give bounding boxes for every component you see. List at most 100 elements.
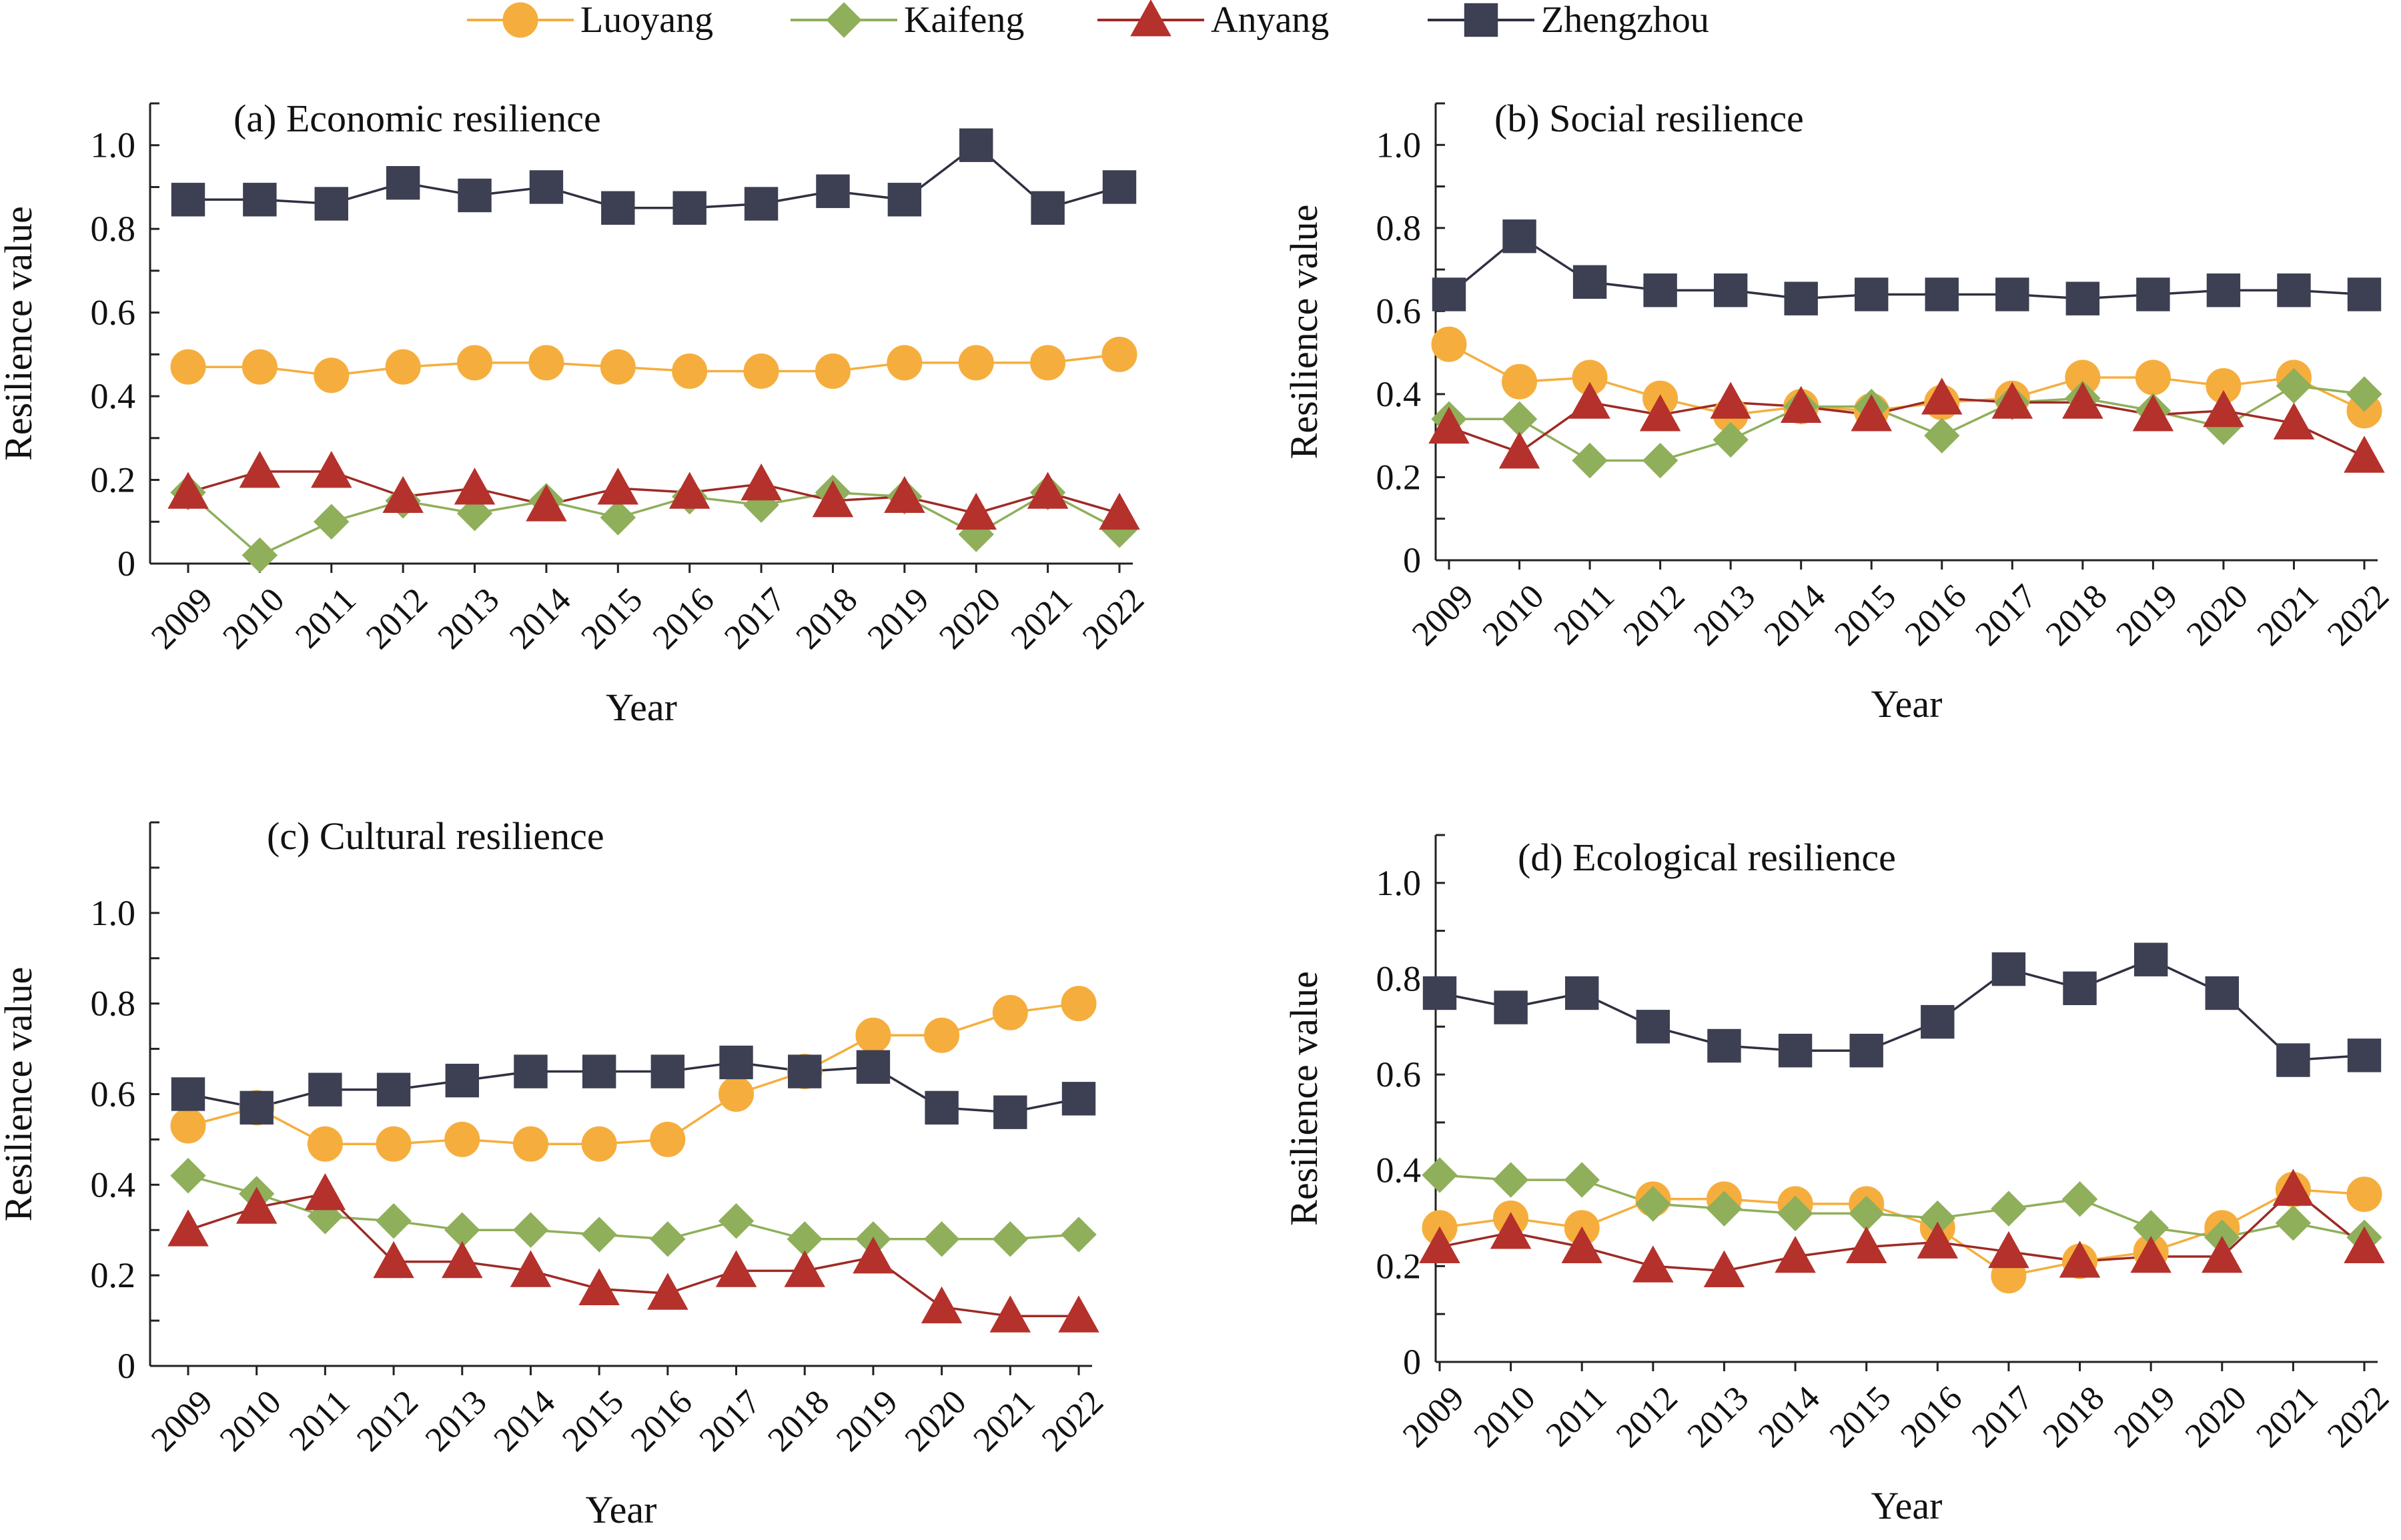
data-point-zhengzhou xyxy=(719,1045,753,1080)
data-point-zhengzhou xyxy=(2347,277,2382,311)
series-points-zhengzhou xyxy=(171,1045,1096,1129)
data-point-zhengzhou xyxy=(1494,990,1528,1024)
data-point-anyang xyxy=(668,472,710,509)
data-point-luoyang xyxy=(385,349,421,385)
data-point-anyang xyxy=(2344,1226,2385,1264)
data-point-zhengzhou xyxy=(171,1077,205,1111)
data-point-zhengzhou xyxy=(925,1090,959,1125)
data-point-anyang xyxy=(1703,1250,1745,1287)
data-point-anyang xyxy=(1419,1226,1460,1264)
data-point-zhengzhou xyxy=(2206,273,2241,307)
data-point-kaifeng xyxy=(2061,1181,2098,1217)
x-tick-label: 2019 xyxy=(861,581,937,657)
y-tick-label: 0 xyxy=(117,1346,135,1386)
x-tick-label: 2009 xyxy=(1396,1379,1472,1455)
x-tick-label: 2022 xyxy=(2320,578,2396,654)
x-tick-label: 2014 xyxy=(502,581,578,657)
data-point-zhengzhou xyxy=(582,1054,616,1088)
x-axis-label: Year xyxy=(586,1488,657,1531)
legend-item-luoyang: Luoyang xyxy=(467,0,713,41)
x-tick-label: 2019 xyxy=(2107,1379,2183,1455)
data-point-anyang xyxy=(235,1187,278,1224)
data-point-anyang xyxy=(1917,1221,1959,1259)
data-point-zhengzhou xyxy=(993,1095,1027,1129)
y-tick-label: 0.8 xyxy=(91,984,136,1024)
data-point-luoyang xyxy=(718,1076,755,1112)
legend-marker-zhengzhou xyxy=(1464,3,1498,37)
data-point-zhengzhou xyxy=(887,183,922,217)
x-tick-label: 2019 xyxy=(2109,578,2185,654)
data-point-anyang xyxy=(1428,406,1470,444)
data-point-kaifeng xyxy=(1422,1157,1458,1193)
data-point-luoyang xyxy=(242,349,278,385)
data-point-luoyang xyxy=(743,353,779,389)
data-point-luoyang xyxy=(307,1126,343,1162)
y-tick-label: 0.6 xyxy=(91,1074,136,1114)
x-tick-label: 2015 xyxy=(555,1383,631,1459)
data-point-anyang xyxy=(1775,1236,1816,1273)
data-point-luoyang xyxy=(924,1017,960,1053)
data-point-kaifeng xyxy=(1713,422,1749,458)
data-point-anyang xyxy=(1988,1231,2029,1269)
x-tick-label: 2011 xyxy=(1539,1379,1614,1454)
data-point-luoyang xyxy=(855,1017,891,1053)
data-point-anyang xyxy=(2132,394,2174,432)
data-point-zhengzhou xyxy=(2063,971,2097,1006)
x-tick-label: 2021 xyxy=(1004,581,1080,657)
x-tick-label: 2016 xyxy=(1893,1379,1969,1455)
data-point-zhengzhou xyxy=(1422,976,1457,1010)
chart-title: (c) Cultural resilience xyxy=(267,814,604,858)
data-point-zhengzhou xyxy=(1778,1033,1813,1068)
x-tick-label: 2020 xyxy=(898,1383,974,1459)
chart-panel-a-economic-resilience: 0 0.2 0.4 0.6 0.8 1.0 200920102011201220132014… xyxy=(0,97,1151,729)
series-points-anyang xyxy=(167,451,1140,530)
data-point-zhengzhou xyxy=(816,174,850,208)
data-point-anyang xyxy=(1058,1295,1099,1333)
data-point-kaifeng xyxy=(376,1203,412,1239)
data-point-anyang xyxy=(311,451,352,488)
x-tick-label: 2021 xyxy=(2250,578,2326,654)
data-point-kaifeng xyxy=(314,504,350,540)
data-point-zhengzhou xyxy=(458,178,492,213)
y-tick-label: 0.4 xyxy=(91,376,136,416)
y-tick-label: 0 xyxy=(1403,540,1421,580)
data-point-zhengzhou xyxy=(1572,265,1607,299)
data-point-kaifeng xyxy=(1492,1162,1529,1198)
legend: Luoyang Kaifeng Anyang Zhengzhou xyxy=(467,0,1709,41)
x-tick-label: 2017 xyxy=(1965,1379,2041,1455)
x-tick-label: 2017 xyxy=(692,1383,769,1459)
data-point-zhengzhou xyxy=(514,1054,548,1088)
chart-title: (b) Social resilience xyxy=(1494,97,1804,140)
data-point-anyang xyxy=(1632,1245,1674,1283)
x-tick-label: 2015 xyxy=(1823,1379,1899,1455)
y-tick-label: 0.2 xyxy=(91,460,136,500)
data-point-anyang xyxy=(1569,381,1610,419)
data-point-zhengzhou xyxy=(1713,273,1748,307)
x-tick-label: 2009 xyxy=(144,1383,220,1459)
data-point-anyang xyxy=(2059,1241,2101,1278)
data-point-anyang xyxy=(812,480,854,518)
x-tick-label: 2017 xyxy=(1968,578,2044,654)
y-tick-label: 0.2 xyxy=(91,1255,136,1295)
data-point-zhengzhou xyxy=(2133,942,2168,976)
legend-marker-anyang xyxy=(1130,0,1171,37)
data-point-zhengzhou xyxy=(2347,1038,2382,1072)
series-points-zhengzhou xyxy=(1432,219,2382,315)
data-point-anyang xyxy=(167,472,209,509)
x-tick-label: 2022 xyxy=(1075,581,1151,657)
data-point-zhengzhou xyxy=(2136,277,2170,311)
y-tick-label: 0.2 xyxy=(1376,457,1422,497)
data-point-luoyang xyxy=(170,349,206,385)
data-point-zhengzhou xyxy=(386,165,420,200)
data-point-zhengzhou xyxy=(239,1090,274,1125)
data-point-zhengzhou xyxy=(1031,191,1065,225)
data-point-zhengzhou xyxy=(171,183,205,217)
x-tick-label: 2010 xyxy=(1476,578,1552,654)
series-points-luoyang xyxy=(170,336,1137,394)
series-points-anyang xyxy=(167,1173,1099,1333)
data-point-zhengzhou xyxy=(672,191,706,225)
data-point-kaifeng xyxy=(1501,401,1538,437)
data-point-anyang xyxy=(442,1241,483,1279)
data-point-zhengzhou xyxy=(1925,277,1959,311)
data-point-anyang xyxy=(2344,436,2385,473)
